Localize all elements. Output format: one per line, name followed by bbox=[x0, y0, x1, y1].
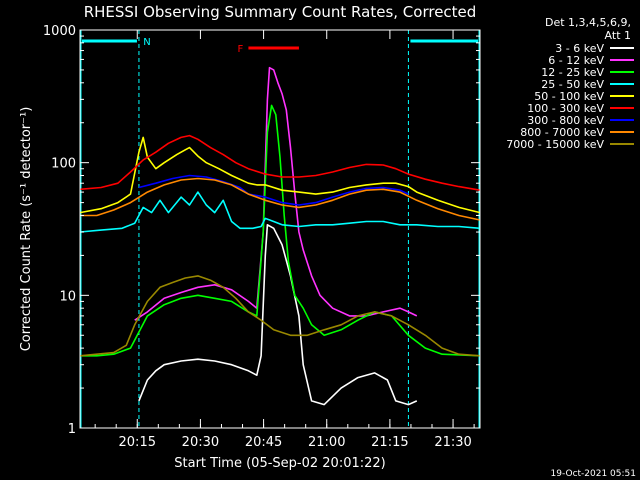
x-tick-label: 21:00 bbox=[308, 435, 345, 450]
legend-label-2: 12 - 25 keV bbox=[541, 66, 604, 79]
series-line-8 bbox=[79, 275, 481, 357]
y-tick-label: 1 bbox=[68, 422, 76, 437]
y-tick-label: 1000 bbox=[43, 24, 76, 39]
x-axis: 20:15 20:30 20:45 21:00 21:15 21:30 bbox=[94, 30, 475, 450]
legend-header: Det 1,3,4,5,6,9, bbox=[545, 16, 631, 29]
plot-frame bbox=[79, 29, 481, 429]
legend-label-4: 50 - 100 keV bbox=[534, 90, 604, 103]
x-tick-label: 20:30 bbox=[182, 435, 219, 450]
series-line-4 bbox=[79, 136, 481, 214]
series-line-5 bbox=[79, 134, 481, 191]
series-line-2 bbox=[80, 104, 481, 357]
legend-label-0: 3 - 6 keV bbox=[555, 42, 604, 55]
y-tick-label: 10 bbox=[59, 289, 76, 304]
x-tick-label: 21:30 bbox=[434, 435, 471, 450]
x-tick-label: 21:15 bbox=[371, 435, 408, 450]
series-group bbox=[79, 66, 481, 406]
legend-label-1: 6 - 12 keV bbox=[548, 54, 604, 67]
marker-label-0: N bbox=[143, 37, 150, 48]
legend-label-5: 100 - 300 keV bbox=[527, 102, 604, 115]
marker-label-2: F bbox=[238, 44, 244, 55]
y-axis-label: Corrected Count Rate (s⁻¹ detector⁻¹) bbox=[19, 107, 34, 352]
legend-label-3: 25 - 50 keV bbox=[541, 78, 604, 91]
series-line-3 bbox=[79, 191, 481, 233]
footer-date: 19-Oct-2021 05:51 bbox=[551, 469, 636, 479]
legend-label-6: 300 - 800 keV bbox=[527, 114, 604, 127]
y-tick-label: 100 bbox=[51, 157, 76, 172]
y-axis: 1 10 100 1000 bbox=[43, 24, 480, 437]
x-tick-label: 20:15 bbox=[119, 435, 156, 450]
legend-label-8: 7000 - 15000 keV bbox=[506, 138, 604, 151]
series-line-7 bbox=[80, 177, 481, 221]
chart-title: RHESSI Observing Summary Count Rates, Co… bbox=[84, 3, 477, 21]
x-tick-label: 20:45 bbox=[245, 435, 282, 450]
marker-group: NF bbox=[80, 30, 480, 428]
series-line-6 bbox=[138, 174, 409, 206]
legend-header: Att 1 bbox=[605, 29, 631, 42]
series-line-1 bbox=[134, 66, 418, 321]
x-axis-label: Start Time (05-Sep-02 20:01:22) bbox=[174, 456, 385, 471]
legend-label-7: 800 - 7000 keV bbox=[520, 126, 604, 139]
series-line-0 bbox=[138, 224, 418, 406]
